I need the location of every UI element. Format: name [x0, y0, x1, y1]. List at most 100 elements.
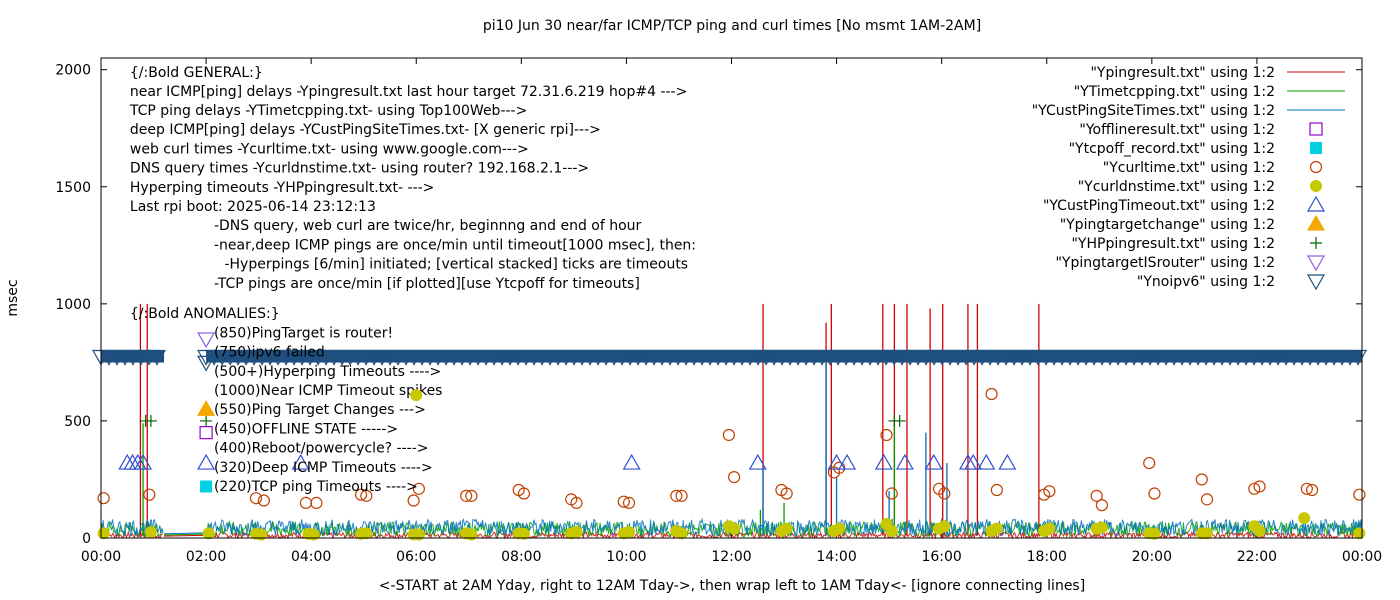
data-point [249, 492, 263, 505]
data-point [827, 453, 846, 470]
data-point [990, 483, 1003, 497]
x-tick-label: 10:00 [606, 549, 646, 565]
data-point [874, 453, 893, 470]
annotation-text: TCP ping delays -YTimetcpping.txt- using… [129, 103, 527, 119]
data-point [833, 522, 846, 535]
data-point [202, 527, 215, 540]
data-point [748, 453, 767, 470]
x-tick-label: 00:00 [1342, 549, 1382, 565]
annotation-text: (220)TCP ping Timeouts ----> [214, 479, 418, 495]
data-point [1195, 473, 1208, 486]
annotation-text: (850)PingTarget is router! [214, 325, 393, 341]
legend-entry-label: "Ypingtargetchange" using 1:2 [1060, 217, 1275, 233]
data-point [257, 494, 270, 507]
x-tick-label: 14:00 [816, 549, 856, 565]
data-point [360, 489, 373, 502]
data-point [570, 496, 583, 509]
x-tick-label: 12:00 [711, 549, 751, 565]
chart-title: pi10 Jun 30 near/far ICMP/TCP ping and c… [483, 18, 981, 34]
y-tick-label: 500 [64, 414, 91, 430]
legend-entry-swatch [1310, 142, 1322, 154]
data-point [722, 428, 735, 442]
data-point [985, 387, 998, 401]
legend-entry-label: "YHPpingresult.txt" using 1:2 [1071, 236, 1275, 252]
data-point [412, 482, 425, 495]
data-point [833, 461, 846, 474]
y-tick-label: 2000 [55, 63, 91, 79]
data-point [310, 496, 323, 509]
annotation-text: {/:Bold GENERAL:} [130, 65, 263, 81]
annotation-text: (500+)Hyperping Timeouts ----> [214, 364, 441, 380]
data-point [291, 453, 310, 470]
annotation-text: {/:Bold ANOMALIES:} [130, 306, 280, 322]
legend-entry-label: "Yofflineresult.txt" using 1:2 [1079, 122, 1275, 138]
x-tick-label: 20:00 [1132, 549, 1172, 565]
data-point [938, 520, 951, 533]
annotation-text: DNS query times -Ycurldnstime.txt- using… [130, 161, 589, 177]
plot-area: 00:00 02:00 04:00 06:00 08:00 10:00 12:00 14:00… [55, 58, 1382, 565]
gap-connector [164, 533, 207, 536]
ipv6-marker [147, 349, 167, 366]
legend-entry-label: "YCustPingTimeout.txt" using 1:2 [1043, 198, 1275, 214]
legend-entry-swatch [1306, 195, 1326, 212]
x-tick-label: 02:00 [186, 549, 226, 565]
y-tick-label: 0 [82, 531, 91, 547]
data-point [143, 488, 156, 501]
y-tick-label: 1500 [55, 180, 91, 196]
legend-entry-label: "Ypingresult.txt" using 1:2 [1090, 65, 1275, 81]
data-point [622, 496, 636, 509]
plot-border [100, 57, 1363, 539]
data-point [460, 489, 473, 502]
data-point [465, 489, 478, 502]
data-point [360, 527, 373, 540]
legend: "Ypingresult.txt" using 1:2 "YTimetcpping… [1032, 65, 1345, 291]
data-point [255, 528, 268, 541]
legend-entry-label: "Ycurldnstime.txt" using 1:2 [1078, 179, 1275, 195]
data-point [938, 487, 951, 500]
data-point [1305, 483, 1319, 497]
data-point [893, 414, 906, 427]
legend-entry-label: "Ytcpoff_record.txt" using 1:2 [1069, 141, 1275, 157]
data-point [1095, 499, 1109, 512]
annotation-text: -Hyperpings [6/min] initiated; [vertical… [224, 257, 688, 273]
x-tick-label: 16:00 [921, 549, 961, 565]
data-point [623, 526, 636, 539]
data-point [1043, 522, 1056, 535]
x-axis-label: <-START at 2AM Yday, right to 12AM Tday-… [379, 578, 1085, 594]
anomaly-key-marker [197, 453, 216, 470]
annotation-text: (320)Deep ICMP Timeouts ----> [214, 460, 433, 476]
data-point [924, 453, 943, 470]
legend-entry-swatch [1310, 237, 1322, 249]
legend-entry-label: "YCustPingSiteTimes.txt" using 1:2 [1032, 103, 1275, 119]
x-tick-label: 18:00 [1027, 549, 1067, 565]
data-point [1253, 524, 1266, 537]
annotation-text: Hyperping timeouts -YHPpingresult.txt- -… [130, 180, 435, 196]
anomaly-key-marker [200, 414, 213, 427]
data-point [617, 495, 630, 508]
data-point [780, 487, 793, 500]
data-point [144, 414, 157, 427]
anomaly-key-marker [199, 426, 213, 440]
anomaly-key-marker [197, 355, 216, 372]
data-point [144, 526, 157, 539]
legend-entry-label: "YpingtargetISrouter" using 1:2 [1055, 255, 1275, 271]
annotation-text: (1000)Near ICMP Timeout spikes [214, 383, 443, 399]
data-point [1200, 493, 1214, 506]
annotation-text: Last rpi boot: 2025-06-14 23:12:13 [130, 199, 376, 215]
data-point [1095, 521, 1108, 534]
data-point [1143, 456, 1156, 470]
data-point [133, 453, 153, 470]
data-point [517, 527, 530, 540]
legend-entry-label: "Ynoipv6" using 1:2 [1137, 274, 1275, 290]
annotation-text: -DNS query, web curl are twice/hr, begin… [214, 218, 642, 234]
y-axis-label: msec [5, 279, 21, 316]
gap-connector [164, 534, 207, 537]
data-point [895, 453, 914, 470]
annotation-text: (550)Ping Target Changes ---> [214, 402, 426, 418]
annotation-text: deep ICMP[ping] delays -YCustPingSiteTim… [130, 122, 601, 138]
data-point [998, 453, 1017, 470]
anomaly-key-marker [200, 480, 213, 493]
x-tick-label: 08:00 [501, 549, 541, 565]
x-tick-label: 06:00 [396, 549, 436, 565]
data-point [1148, 487, 1161, 500]
